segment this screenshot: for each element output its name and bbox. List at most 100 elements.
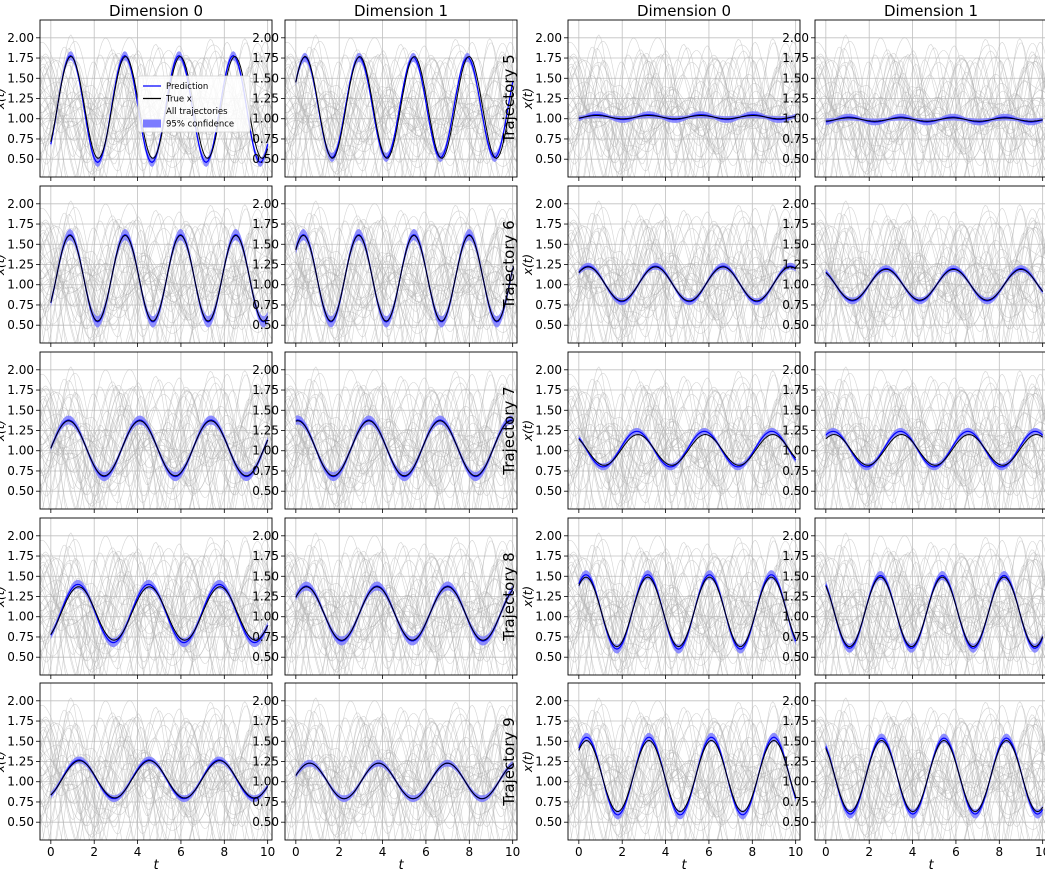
background-trajectory: [568, 242, 800, 331]
background-trajectory: [568, 369, 800, 509]
background-trajectory: [822, 366, 1045, 509]
trajectory-label: Trajectory 9: [500, 717, 518, 806]
background-trajectory: [815, 595, 1045, 658]
background-trajectory: [568, 561, 800, 675]
y-tick-label: 1.25: [535, 258, 562, 272]
background-trajectory: [815, 395, 1045, 509]
background-trajectory: [815, 551, 1045, 662]
background-trajectory: [40, 553, 272, 656]
background-trajectory: [815, 553, 1045, 656]
true-line: [825, 576, 1044, 648]
y-tick-label: 0.50: [782, 318, 809, 332]
subplot-1-dim1: 0.50 0.75 1.00 1.25 1.50 1.75 2.00: [252, 185, 518, 347]
background-trajectory: [815, 219, 1045, 330]
background-trajectory: [815, 261, 1045, 297]
plot-area: [285, 20, 517, 177]
y-tick-label: 1.25: [252, 258, 279, 272]
background-trajectory: [822, 200, 1045, 343]
background-trajectory: [40, 228, 272, 339]
y-tick-label: 1.50: [7, 734, 34, 748]
y-axis-label: x(t): [521, 420, 535, 442]
background-trajectory: [285, 58, 517, 164]
background-trajectory: [47, 532, 272, 675]
background-trajectory: [568, 755, 800, 819]
background-trajectory: [815, 228, 1045, 339]
y-tick-label: 1.50: [535, 569, 562, 583]
background-trajectory: [568, 95, 800, 131]
x-tick-label: 10: [505, 845, 520, 859]
y-tick-label: 1.25: [252, 92, 279, 106]
background-trajectory: [40, 387, 272, 490]
trajectory-label: Trajectory 8: [500, 552, 518, 641]
x-tick-label: 8: [995, 845, 1003, 859]
true-line: [578, 115, 796, 120]
background-trajectory: [568, 38, 800, 177]
y-tick-label: 1.75: [535, 51, 562, 65]
background-trajectory: [40, 718, 272, 821]
background-trajectory: [815, 58, 1045, 164]
legend-label: All trajectories: [166, 107, 228, 117]
y-tick-label: 1.00: [252, 444, 279, 458]
background-trajectory: [815, 385, 1045, 496]
y-tick-label: 0.50: [252, 484, 279, 498]
legend: Prediction True x All trajectories 95% conf…: [137, 75, 251, 133]
background-trajectory: [40, 261, 272, 297]
y-tick-label: 0.50: [7, 484, 34, 498]
y-tick-label: 2.00: [535, 197, 562, 211]
background-trajectory: [285, 92, 517, 156]
background-trajectory: [815, 592, 1045, 644]
y-tick-label: 1.50: [252, 237, 279, 251]
y-tick-label: 1.75: [7, 383, 34, 397]
y-tick-label: 2.00: [535, 694, 562, 708]
background-trajectory: [285, 385, 517, 496]
x-tick-label: 4: [909, 845, 917, 859]
background-trajectory: [40, 385, 272, 509]
y-tick-label: 0.75: [782, 464, 809, 478]
background-trajectory: [568, 370, 800, 509]
background-trajectory: [568, 204, 800, 343]
plot-area: [815, 352, 1045, 509]
background-trajectory: [815, 229, 1045, 343]
background-trajectory: [568, 592, 800, 644]
background-trajectory: [568, 726, 800, 840]
background-trajectory: [815, 560, 1045, 671]
background-trajectory: [285, 374, 513, 509]
plot-area: [815, 683, 1045, 840]
background-trajectory: [568, 395, 800, 509]
plot-area: [40, 683, 272, 840]
y-tick-label: 0.50: [782, 484, 809, 498]
y-tick-label: 2.00: [7, 197, 34, 211]
y-tick-label: 1.00: [782, 112, 809, 126]
trajectory-label: Trajectory 7: [500, 386, 518, 475]
background-trajectory: [40, 219, 272, 330]
background-trajectory: [285, 705, 513, 840]
background-trajectory: [285, 551, 517, 662]
y-tick-label: 0.50: [252, 650, 279, 664]
background-trajectory: [583, 50, 800, 177]
column-title: Dimension 1: [884, 2, 978, 20]
background-trajectory: [815, 408, 1045, 497]
background-trajectory: [40, 536, 272, 675]
background-trajectory: [830, 382, 1045, 509]
background-trajectory: [568, 721, 800, 827]
y-tick-label: 1.00: [535, 610, 562, 624]
background-trajectory: [40, 394, 272, 505]
x-tick-label: 10: [260, 845, 275, 859]
background-trajectory: [40, 242, 272, 331]
y-axis-label: x(t): [521, 88, 535, 110]
y-tick-label: 1.50: [252, 734, 279, 748]
subplot-3-dim1: 0.50 0.75 1.00 1.25 1.50 1.75 2.00: [252, 517, 518, 679]
y-tick-label: 2.00: [535, 363, 562, 377]
background-trajectory: [40, 426, 272, 478]
x-tick-label: 10: [1035, 845, 1045, 859]
background-trajectory: [815, 551, 1045, 675]
background-trajectory: [583, 216, 800, 343]
background-trajectory: [285, 224, 517, 330]
y-tick-label: 0.75: [252, 464, 279, 478]
background-trajectory: [568, 41, 800, 165]
background-trajectory: [40, 225, 272, 343]
background-trajectory: [815, 760, 1045, 823]
y-tick-label: 0.75: [782, 630, 809, 644]
background-trajectory: [815, 203, 1045, 343]
x-tick-label: 2: [618, 845, 626, 859]
